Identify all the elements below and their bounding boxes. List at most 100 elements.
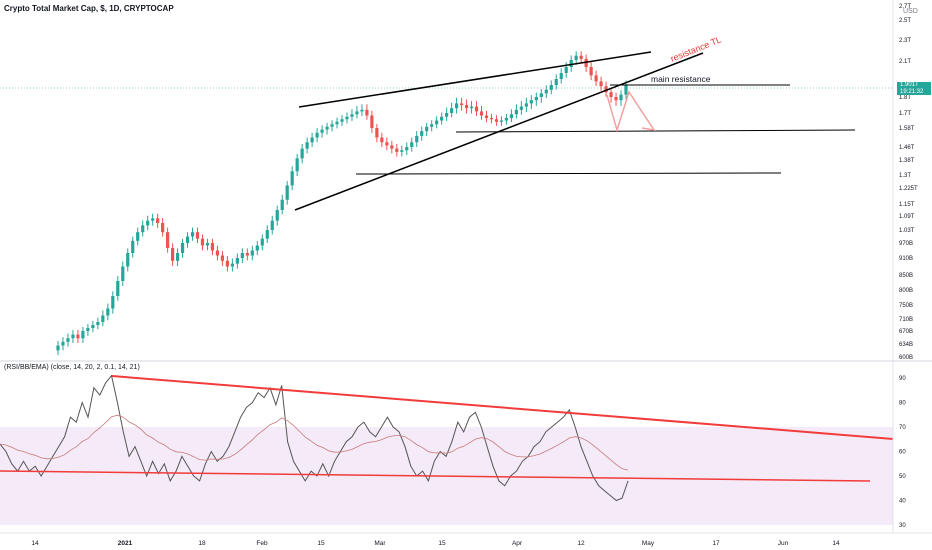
candle-body [350, 114, 354, 117]
time-tick-label: 14 [31, 540, 39, 547]
candle-body [111, 296, 115, 309]
candle-body [200, 238, 205, 246]
candle-body [385, 142, 389, 146]
candle-body [594, 75, 598, 82]
candle-body [190, 232, 195, 237]
price-tick-label: 2.3T [899, 38, 911, 44]
price-tick-label: 1.03T [899, 228, 915, 234]
price-tick-label: 750B [899, 303, 913, 309]
main-resistance-label: main resistance [651, 74, 711, 84]
candle-body [529, 100, 533, 104]
candle-body [121, 266, 125, 281]
price-tick-label: 2.7T [899, 4, 911, 10]
rsi-tick-label: 30 [899, 523, 906, 529]
candle-body [574, 55, 578, 60]
candle-body [280, 199, 284, 210]
candle-body [275, 210, 279, 221]
candle-body [320, 129, 324, 133]
candle-body [499, 120, 504, 122]
time-tick-label: 2021 [118, 540, 133, 547]
candle-body [240, 253, 244, 258]
candle-body [569, 59, 573, 67]
candle-body [479, 111, 484, 116]
price-tick-label: 850B [899, 273, 913, 279]
candle-body [215, 250, 220, 256]
candle-body [614, 97, 618, 101]
price-tick-label: 670B [899, 329, 913, 335]
candle-body [400, 150, 404, 152]
candle-body [579, 55, 583, 59]
candle-body [136, 232, 140, 241]
price-tick-label: 1.38T [899, 158, 915, 164]
candle-body [285, 185, 289, 200]
candle-body [295, 158, 299, 172]
candle-body [554, 79, 558, 85]
chart-title: Crypto Total Market Cap, $, 1D, CRYPTOCA… [4, 4, 174, 13]
candle-body [101, 315, 105, 322]
candle-body [355, 111, 359, 115]
price-tick-label: 800B [899, 288, 913, 294]
candle-body [454, 103, 459, 109]
price-tick-label: 1.7T [899, 111, 911, 117]
candle-body [116, 281, 120, 296]
candle-body [255, 245, 259, 251]
candle-body [185, 236, 190, 243]
currency-unit: USD [903, 8, 918, 15]
candle-body [494, 119, 499, 122]
price-tick-label: 1.3T [899, 173, 911, 179]
candle-body [435, 120, 439, 125]
price-tick-label: 1.8T [899, 95, 911, 101]
candle-body [420, 131, 424, 136]
candle-body [245, 253, 249, 256]
candle-body [619, 94, 623, 101]
candle-body [270, 220, 274, 230]
time-tick-label: Mar [374, 540, 386, 547]
time-tick-label: Jun [778, 540, 789, 547]
candle-body [325, 126, 329, 130]
rsi-tick-label: 80 [899, 401, 906, 407]
last-price-badge: 1.901T 19:21:32 [897, 82, 931, 95]
candle-body [599, 81, 603, 87]
time-tick-label: 17 [712, 540, 720, 547]
candle-body [390, 145, 394, 149]
candle-body [440, 116, 444, 121]
rsi-line [0, 374, 629, 502]
candle-body [415, 135, 419, 143]
candle-body [76, 334, 80, 339]
candle-body [210, 243, 215, 251]
drawings: resistance TL main resistance [0, 34, 893, 211]
candle-body [131, 240, 135, 253]
price-tick-label: 2.5T [899, 18, 911, 24]
rsi-tick-label: 40 [899, 499, 906, 505]
candle-body [141, 225, 145, 233]
rsi-upper-trendline [111, 375, 894, 440]
price-tick-label: 910B [899, 256, 913, 262]
candle-body [450, 108, 454, 113]
candle-body [260, 238, 264, 246]
time-tick-label: 15 [438, 540, 446, 547]
candle-body [66, 338, 70, 342]
candle-body [61, 341, 65, 346]
candle-body [509, 114, 514, 118]
candle-body [71, 334, 75, 339]
candle-body [195, 232, 200, 239]
candle-body [504, 118, 509, 121]
candle-body [549, 85, 553, 90]
candle-body [539, 93, 543, 97]
candle-body [235, 258, 239, 264]
rsi-title: (RSI/BB/EMA) (close, 14, 20, 2, 0.1, 14,… [4, 364, 140, 371]
rsi-tick-label: 70 [899, 425, 906, 431]
candle-body [410, 142, 414, 147]
candle-body [315, 132, 319, 138]
candle-body [524, 103, 528, 107]
candle-body [365, 109, 369, 116]
candle-body [170, 248, 175, 261]
candle-body [166, 232, 170, 248]
rsi-tick-label: 50 [899, 474, 906, 480]
upper-wedge-line [298, 51, 652, 108]
candle-body [395, 148, 399, 152]
candle-body [519, 106, 523, 110]
candle-body [459, 103, 464, 105]
price-tick-label: 710B [899, 317, 913, 323]
